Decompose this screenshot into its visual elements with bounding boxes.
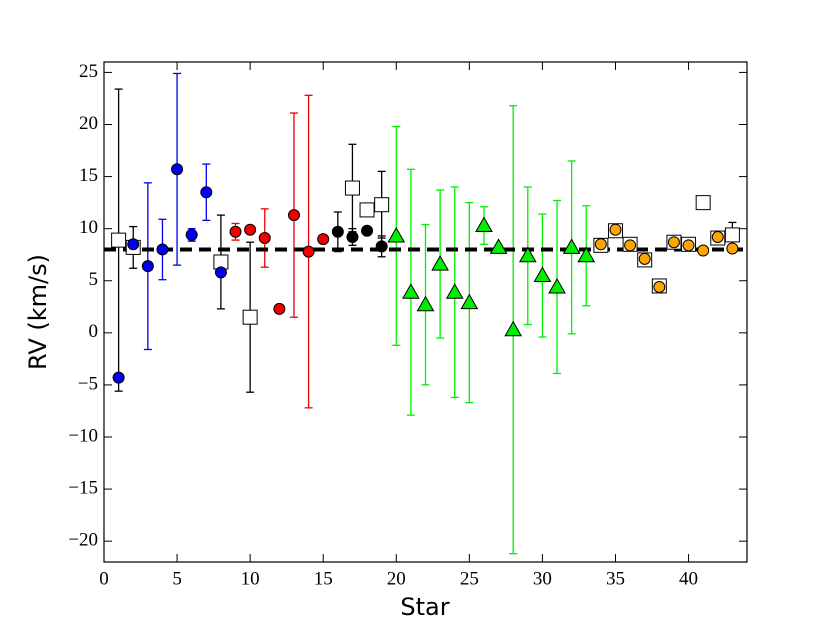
marker — [489, 238, 508, 254]
marker — [475, 216, 493, 233]
marker — [359, 202, 375, 218]
marker — [185, 228, 198, 241]
marker — [504, 320, 523, 337]
y-tick-label: −5 — [78, 373, 98, 394]
marker — [431, 255, 449, 271]
marker — [518, 246, 537, 263]
marker — [667, 236, 680, 249]
marker — [229, 225, 242, 238]
marker — [594, 238, 607, 251]
marker — [111, 232, 127, 248]
marker — [653, 281, 666, 293]
marker — [200, 186, 213, 199]
marker — [171, 163, 184, 176]
marker — [258, 232, 271, 245]
marker — [156, 243, 169, 256]
marker — [697, 244, 710, 257]
plot-frame — [103, 61, 748, 563]
marker — [682, 239, 695, 252]
x-tick-label: 30 — [533, 568, 552, 589]
marker — [548, 277, 566, 294]
x-tick-label: 20 — [387, 568, 406, 589]
y-tick-label: 15 — [79, 165, 98, 186]
y-tick-label: −10 — [68, 425, 98, 446]
marker — [242, 309, 258, 325]
marker — [302, 245, 315, 258]
marker — [273, 302, 286, 315]
marker — [445, 283, 464, 299]
marker — [141, 260, 154, 273]
y-tick-label: −20 — [68, 530, 98, 551]
marker — [331, 225, 344, 238]
marker — [244, 223, 257, 236]
marker — [695, 195, 711, 211]
marker — [562, 238, 581, 254]
marker — [460, 293, 479, 310]
marker — [711, 231, 724, 243]
marker — [127, 238, 140, 251]
marker — [726, 242, 739, 255]
marker — [287, 209, 300, 222]
y-tick-label: 10 — [79, 217, 98, 238]
marker — [724, 227, 740, 243]
marker — [387, 226, 406, 243]
y-tick-label: 20 — [79, 113, 98, 134]
marker — [344, 180, 360, 196]
x-tick-label: 15 — [314, 568, 333, 589]
marker — [533, 266, 552, 283]
marker — [112, 371, 125, 384]
y-tick-label: 5 — [89, 269, 99, 290]
marker — [317, 233, 330, 246]
marker — [402, 283, 420, 299]
y-tick-label: 25 — [79, 61, 98, 82]
marker — [361, 224, 374, 237]
y-axis-label: RV (km/s) — [24, 254, 52, 370]
x-tick-label: 25 — [460, 568, 479, 589]
marker — [346, 231, 359, 243]
marker — [214, 266, 227, 279]
marker — [609, 223, 622, 236]
x-tick-label: 35 — [606, 568, 625, 589]
x-tick-label: 5 — [172, 568, 182, 589]
marker — [624, 239, 637, 252]
marker — [638, 252, 651, 265]
x-axis-label: Star — [400, 593, 449, 621]
y-tick-label: 0 — [89, 321, 99, 342]
marker — [374, 197, 390, 213]
marker — [416, 295, 435, 312]
x-tick-label: 0 — [99, 568, 109, 589]
marker — [577, 246, 596, 263]
marker — [375, 240, 388, 253]
x-tick-label: 40 — [679, 568, 698, 589]
x-tick-label: 10 — [241, 568, 260, 589]
y-tick-label: −15 — [68, 477, 98, 498]
